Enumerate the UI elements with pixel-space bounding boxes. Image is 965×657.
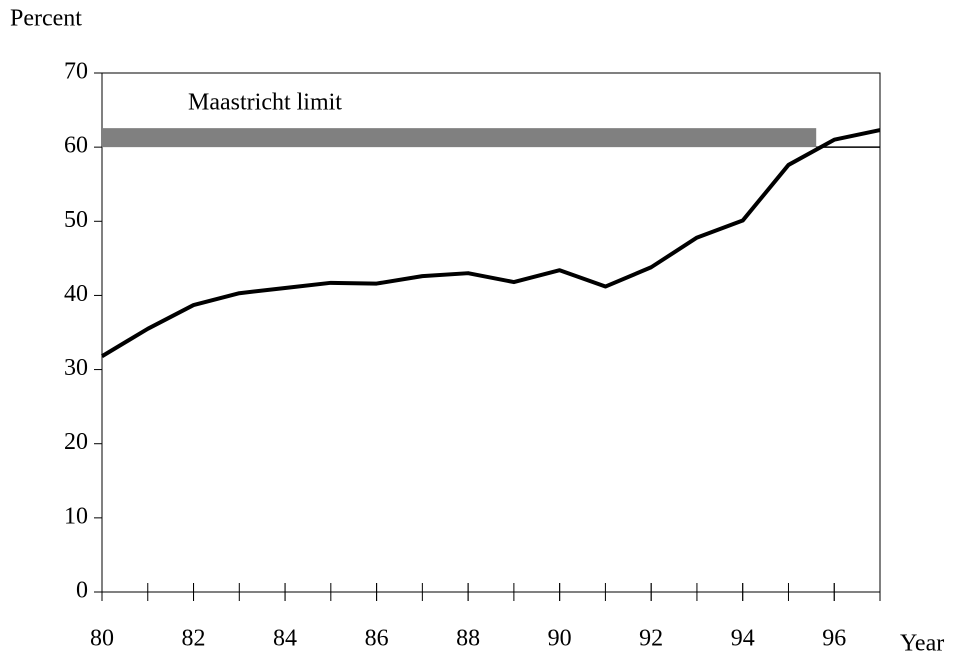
x-tick-label: 94 [731, 626, 755, 652]
x-tick-label: 96 [822, 626, 846, 652]
y-axis-label: Percent [10, 6, 82, 32]
y-tick-label: 30 [64, 355, 88, 381]
x-axis-label: Year [900, 631, 944, 657]
y-tick-label: 20 [64, 429, 88, 455]
plot-frame [101, 72, 881, 593]
y-tick-label: 0 [76, 578, 88, 604]
x-tick-label: 80 [90, 626, 114, 652]
y-tick-label: 50 [64, 207, 88, 233]
y-tick-label: 40 [64, 281, 88, 307]
x-tick-label: 82 [182, 626, 206, 652]
x-tick-label: 92 [639, 626, 663, 652]
x-tick-label: 84 [273, 626, 297, 652]
x-tick-label: 90 [548, 626, 572, 652]
reference-band [102, 128, 817, 148]
data-line [100, 128, 881, 358]
y-tick-label: 60 [64, 133, 88, 159]
x-tick-label: 88 [456, 626, 480, 652]
reference-label: Maastricht limit [188, 90, 342, 116]
y-tick-label: 10 [64, 503, 88, 529]
x-tick-label: 86 [365, 626, 389, 652]
y-tick-label: 70 [64, 59, 88, 85]
